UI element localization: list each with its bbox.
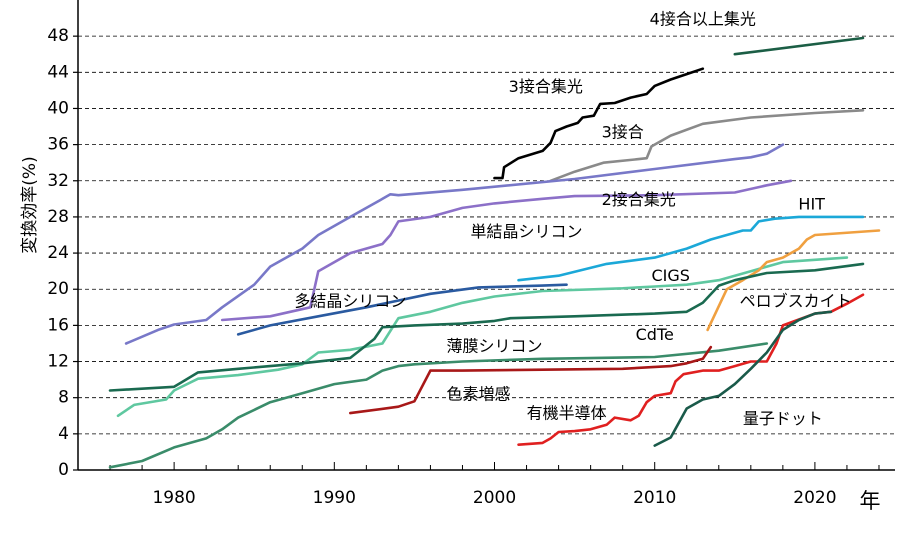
y-tick-label: 16 bbox=[47, 315, 69, 335]
series-label: 単結晶シリコン bbox=[471, 222, 583, 241]
y-tick-label: 12 bbox=[47, 352, 69, 372]
x-tick-label: 2010 bbox=[633, 488, 676, 508]
series-label: 色素増感 bbox=[446, 384, 510, 403]
y-tick-label: 28 bbox=[47, 207, 69, 227]
series-label: 有機半導体 bbox=[527, 403, 607, 422]
series-line bbox=[517, 215, 865, 282]
series-label: HIT bbox=[798, 195, 825, 214]
series-line bbox=[653, 310, 833, 447]
y-tick-label: 24 bbox=[47, 243, 69, 263]
y-tick-label: 40 bbox=[47, 98, 69, 118]
x-tick-label: 1990 bbox=[313, 488, 356, 508]
series-line bbox=[236, 283, 568, 336]
series-label: 3接合 bbox=[602, 122, 644, 141]
series-line bbox=[706, 229, 881, 332]
x-axis-title: 年 bbox=[860, 489, 881, 513]
axes bbox=[77, 0, 895, 471]
y-tick-label: 4 bbox=[58, 424, 69, 444]
series-label: ペロブスカイト bbox=[740, 291, 852, 310]
series-label: 量子ドット bbox=[743, 409, 823, 428]
x-tick-label: 1980 bbox=[152, 488, 195, 508]
series-labels: 4接合以上集光 3接合集光 3接合 2接合集光 HIT 単結晶シリコン CIGS 多結晶シリコ… bbox=[294, 9, 852, 428]
y-tick-label: 0 bbox=[58, 460, 69, 480]
series-line bbox=[493, 67, 705, 180]
series-label: 4接合以上集光 bbox=[650, 9, 756, 28]
series-label: 2接合集光 bbox=[602, 190, 676, 209]
y-tick-label: 44 bbox=[47, 62, 69, 82]
series-label: 薄膜シリコン bbox=[447, 337, 543, 356]
x-tick-labels: 1980 1990 2000 2010 2020 bbox=[109, 462, 880, 508]
series-label: CIGS bbox=[651, 266, 689, 285]
x-tick-label: 2000 bbox=[473, 488, 516, 508]
x-tick-label: 2020 bbox=[793, 488, 836, 508]
y-tick-label: 8 bbox=[58, 388, 69, 408]
series-line bbox=[108, 262, 865, 392]
series-line bbox=[108, 342, 769, 469]
series-line bbox=[517, 293, 865, 446]
series-lines bbox=[108, 36, 881, 469]
series-label: 多結晶シリコン bbox=[294, 291, 406, 310]
y-tick-label: 48 bbox=[47, 26, 69, 46]
y-tick-label: 20 bbox=[47, 279, 69, 299]
series-label: CdTe bbox=[636, 325, 674, 344]
series-label: 3接合集光 bbox=[509, 77, 583, 96]
series-line bbox=[220, 179, 793, 322]
series-line bbox=[349, 345, 713, 415]
y-tick-label: 32 bbox=[47, 171, 69, 191]
y-tick-label: 36 bbox=[47, 135, 69, 155]
y-axis-title: 変換効率(%) bbox=[20, 156, 40, 253]
series-line bbox=[549, 109, 865, 183]
series-line bbox=[124, 143, 785, 345]
series-line bbox=[116, 256, 849, 418]
series-line bbox=[733, 36, 865, 56]
